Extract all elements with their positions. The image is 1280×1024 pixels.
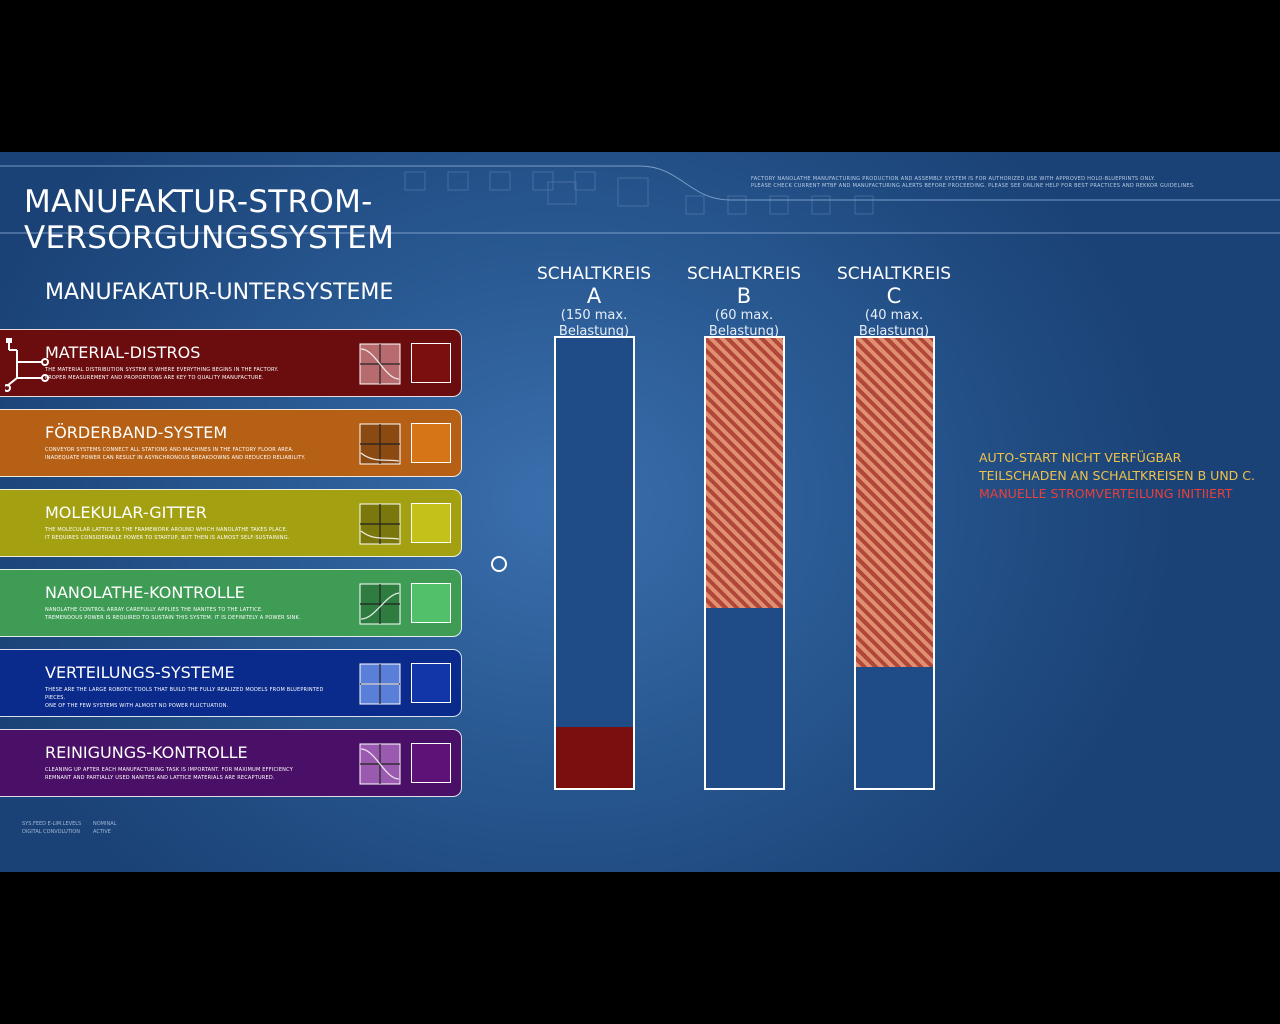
subsystem-description: Nanolathe control array carefully applie… [45,606,345,622]
selection-radio-button[interactable] [491,556,507,572]
power-curve-graph-icon [359,743,401,785]
circuit-header: SCHALTKREIS B (60 max. Belastung) [669,264,819,340]
subsystem-description-line-2: Tremendous power is required to sustain … [45,615,301,621]
header-fine-print: Factory nanolathe manufacturing producti… [751,176,1271,190]
circuit-overload-fill [706,338,783,608]
circuit-load-note-line-1: (150 max. [560,308,628,323]
circuit-node-icon [5,338,49,392]
subsystem-description-line-2: Inadequate power can result in asynchron… [45,455,306,461]
subsystem-panel[interactable]: REINIGUNGS-KONTROLLE Cleaning up after e… [0,729,462,797]
subsystem-description: Cleaning up after each manufacturing tas… [45,766,345,782]
game-screen: MANUFAKTUR-STROM- VERSORGUNGSSYSTEM Fact… [0,152,1280,872]
subsystem-description-line-2: Proper measurement and proportions are k… [45,375,264,381]
circuit-header: SCHALTKREIS A (150 max. Belastung) [519,264,669,340]
subsystem-description-line-1: These are the large robotic tools that b… [45,687,324,701]
subsystem-name: FÖRDERBAND-SYSTEM [45,423,228,442]
subsystem-panel[interactable]: MOLEKULAR-GITTER The molecular lattice i… [0,489,462,557]
footer-status-values: NOMINAL ACTIVE [93,820,116,836]
subsystem-name: VERTEILUNGS-SYSTEME [45,663,235,682]
circuit-load-fill [556,727,633,788]
circuit-label: SCHALTKREIS [686,264,802,284]
power-curve-graph-icon [359,423,401,465]
footer-left-line-1: SYS.FEED E-LIM.LEVELS [22,821,82,827]
subsystem-panel[interactable]: VERTEILUNGS-SYSTEME These are the large … [0,649,462,717]
circuit-load-note-line-2: Belastung) [558,324,630,339]
power-curve-graph-icon [359,343,401,385]
circuit-label: SCHALTKREIS [536,264,652,284]
circuit-letter: A [586,284,602,308]
subsystem-color-swatch[interactable] [411,343,451,383]
fine-print-line-2: Please check current MTBF and manufactur… [751,183,1196,189]
subsystem-color-swatch[interactable] [411,423,451,463]
subsystem-description-line-2: Remnant and partially used nanites and l… [45,775,275,781]
subsystem-color-swatch[interactable] [411,583,451,623]
subsystem-name: MATERIAL-DISTROS [45,343,201,362]
title-line-2: VERSORGUNGSSYSTEM [24,220,395,256]
status-messages: AUTO-START NICHT VERFÜGBAR TEILSCHADEN A… [979,449,1255,503]
subsystem-description: The material distribution system is wher… [45,366,345,382]
subsystem-description-line-1: Nanolathe control array carefully applie… [45,607,263,613]
footer-status-labels: SYS.FEED E-LIM.LEVELS DIGITAL CONVOLUTIO… [22,820,81,836]
circuit-load-note-line-1: (60 max. [714,308,774,323]
subsystem-description: Conveyor systems connect all stations an… [45,446,345,462]
subsystem-description-line-1: The material distribution system is wher… [45,367,279,373]
circuit-header: SCHALTKREIS C (40 max. Belastung) [819,264,969,340]
subsystem-description: These are the large robotic tools that b… [45,686,345,710]
circuit-c-load-bar[interactable] [854,336,935,790]
title-line-1: MANUFAKTUR-STROM- [24,184,373,220]
subsystem-panel[interactable]: MATERIAL-DISTROS The material distributi… [0,329,462,397]
subsystem-description-line-1: Conveyor systems connect all stations an… [45,447,294,453]
circuit-letter: B [736,284,752,308]
header-decoration [0,165,1280,234]
subsystems-title: MANUFAKATUR-UNTERSYSTEME [45,280,394,305]
subsystem-panel[interactable]: FÖRDERBAND-SYSTEM Conveyor systems conne… [0,409,462,477]
status-line-damage: TEILSCHADEN AN SCHALTKREISEN B UND C. [979,468,1255,483]
subsystem-color-swatch[interactable] [411,743,451,783]
subsystem-description-line-1: The molecular lattice is the framework a… [45,527,288,533]
page-title: MANUFAKTUR-STROM- VERSORGUNGSSYSTEM [24,184,394,256]
power-curve-graph-icon [359,503,401,545]
footer-right-line-2: ACTIVE [93,829,111,835]
fine-print-line-1: Factory nanolathe manufacturing producti… [751,176,1156,182]
circuit-overload-fill [856,338,933,667]
subsystem-description-line-2: It requires considerable power to startu… [45,535,290,541]
subsystem-name: REINIGUNGS-KONTROLLE [45,743,248,762]
circuit-load-note-line-2: Belastung) [858,324,930,339]
subsystem-color-swatch[interactable] [411,503,451,543]
subsystem-description: The molecular lattice is the framework a… [45,526,345,542]
circuit-a-load-bar[interactable] [554,336,635,790]
subsystem-name: NANOLATHE-KONTROLLE [45,583,245,602]
footer-right-line-1: NOMINAL [93,821,117,827]
subsystem-color-swatch[interactable] [411,663,451,703]
circuit-label: SCHALTKREIS [836,264,952,284]
subsystem-panel[interactable]: NANOLATHE-KONTROLLE Nanolathe control ar… [0,569,462,637]
circuit-load-note-line-1: (40 max. [864,308,924,323]
power-curve-graph-icon [359,583,401,625]
status-line-manual: MANUELLE STROMVERTEILUNG INITIIERT [979,486,1233,501]
circuit-letter: C [886,284,902,308]
subsystem-description-line-1: Cleaning up after each manufacturing tas… [45,767,293,773]
power-curve-graph-icon [359,663,401,705]
subsystem-name: MOLEKULAR-GITTER [45,503,207,522]
status-line-autostart: AUTO-START NICHT VERFÜGBAR [979,450,1182,465]
circuit-load-note-line-2: Belastung) [708,324,780,339]
subsystem-description-line-2: One of the few systems with almost no po… [45,703,229,709]
footer-left-line-2: DIGITAL CONVOLUTION [22,829,80,835]
circuit-b-load-bar[interactable] [704,336,785,790]
